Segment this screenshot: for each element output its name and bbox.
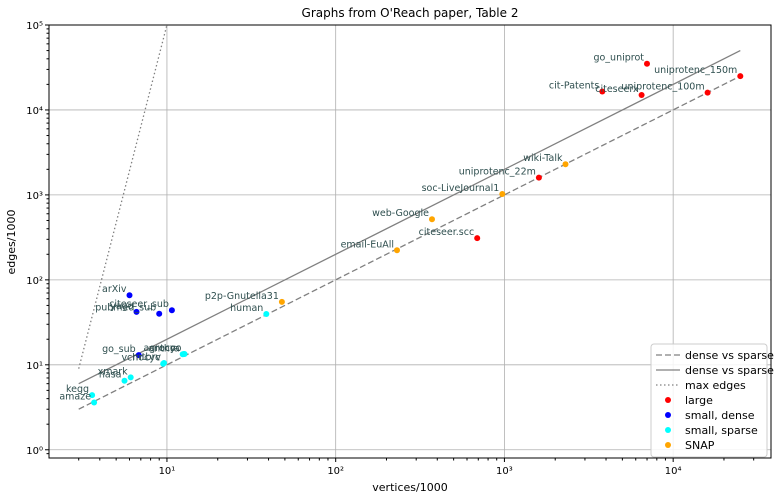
legend-marker (665, 427, 671, 433)
legend-marker (665, 412, 671, 418)
data-point (429, 216, 435, 223)
data-point (704, 89, 711, 96)
y-axis-ticks: 10⁰ 10¹ 10² 10³ 10⁴ 10⁵ (26, 21, 49, 457)
data-point (168, 307, 175, 314)
data-point (126, 292, 133, 299)
legend-marker (665, 397, 671, 403)
data-points (89, 60, 744, 406)
point-label: soc-LiveJournal1 (422, 183, 500, 194)
data-point (562, 161, 569, 168)
reference-line-solid (78, 50, 741, 385)
y-tick-label: 10² (26, 276, 43, 287)
x-axis-label: vertices/1000 (372, 481, 447, 494)
point-label: p2p-Gnutella31 (205, 291, 279, 302)
data-point (121, 377, 128, 384)
y-tick-label: 10¹ (26, 361, 43, 372)
point-label: email-EuAll (341, 239, 394, 250)
point-label: web-Google (372, 208, 429, 219)
data-point (644, 60, 650, 67)
x-tick-label: 10¹ (159, 466, 176, 477)
point-label: kegg (66, 384, 89, 395)
point-label: nasa (99, 370, 122, 381)
data-point (499, 191, 506, 197)
legend-entry: dense vs sparse (685, 349, 774, 362)
x-tick-label: 10² (327, 466, 344, 477)
x-tick-label: 10⁴ (665, 466, 682, 477)
point-label: mtbrv (132, 352, 161, 363)
data-point (161, 360, 167, 366)
data-point (156, 310, 163, 317)
point-label: yago (110, 301, 133, 312)
y-tick-label: 10³ (26, 191, 43, 202)
data-point (133, 308, 140, 315)
point-label: uniprotenc_22m (459, 167, 536, 178)
data-point (89, 392, 96, 399)
point-label: arXiv (102, 284, 127, 295)
x-axis-ticks: 10¹ 10² 10³ 10⁴ (78, 458, 755, 477)
legend-entry: small, dense (685, 409, 755, 422)
y-axis-label: edges/1000 (5, 210, 18, 275)
legend: dense vs sparse dense vs sparse max edges l… (650, 343, 774, 458)
data-point (181, 351, 188, 357)
point-label: human (230, 303, 263, 314)
data-point (737, 73, 744, 80)
legend-entry: dense vs sparse (685, 364, 774, 377)
point-label: go_sub (102, 344, 136, 355)
point-label: citeseerx (595, 84, 639, 95)
reference-line-dashed (78, 75, 741, 410)
point-label: uniprotenc_150m (654, 65, 737, 76)
point-label: go_uniprot (593, 53, 644, 64)
data-point (135, 352, 142, 359)
data-point (127, 374, 134, 381)
point-label: amaze (59, 392, 91, 403)
data-point (263, 311, 270, 317)
data-point (91, 399, 98, 406)
data-point (474, 235, 481, 242)
legend-entry: small, sparse (685, 424, 758, 437)
y-tick-label: 10⁵ (26, 21, 43, 32)
data-point (394, 247, 400, 254)
legend-marker (665, 442, 671, 448)
legend-entry: SNAP (685, 439, 715, 452)
point-label: pubmed_sub (95, 303, 156, 314)
point-label: agrocyc (143, 343, 180, 354)
legend-box (650, 343, 768, 458)
point-label: vchocyc (121, 353, 160, 364)
point-label: citeseer_sub (109, 299, 169, 310)
point-label: xmark (98, 366, 129, 377)
y-tick-label: 10⁴ (26, 106, 43, 117)
point-label: cit-Patents (549, 81, 599, 92)
data-point (278, 298, 285, 305)
data-point (535, 174, 542, 181)
reference-lines (78, 24, 741, 410)
data-point (638, 92, 645, 98)
point-label: ecoo (159, 343, 182, 354)
point-label: anthra (148, 343, 179, 354)
point-label: uniprotenc_100m (621, 82, 704, 93)
point-labels: go_uniprotuniprotenc_150mcit-Patentscite… (59, 53, 737, 403)
x-tick-label: 10³ (496, 466, 513, 477)
point-label: citeseer.scc (419, 227, 475, 238)
reference-line-dotted (78, 24, 168, 369)
data-point (599, 88, 606, 95)
plot-frame (48, 24, 772, 459)
legend-entry: max edges (685, 379, 746, 392)
point-label: wiki-Talk (523, 153, 563, 164)
legend-entry: large (685, 394, 713, 407)
chart-title: Graphs from O'Reach paper, Table 2 (302, 6, 519, 20)
y-tick-label: 10⁰ (26, 446, 43, 457)
